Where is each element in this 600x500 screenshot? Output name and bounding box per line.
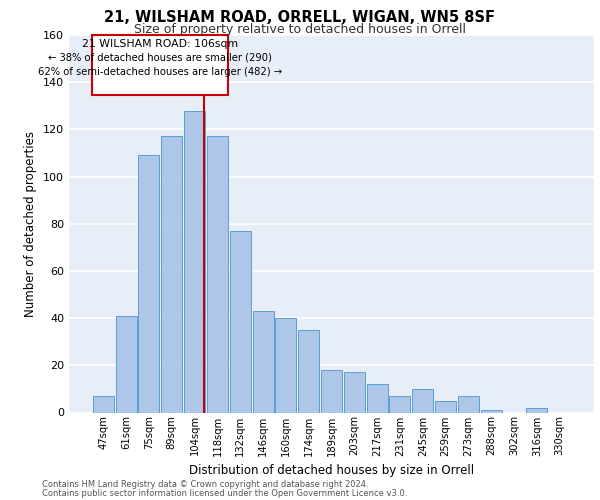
Bar — [298, 330, 319, 412]
Bar — [139, 156, 160, 412]
Text: 21, WILSHAM ROAD, ORRELL, WIGAN, WN5 8SF: 21, WILSHAM ROAD, ORRELL, WIGAN, WN5 8SF — [104, 10, 496, 25]
Text: 21 WILSHAM ROAD: 106sqm: 21 WILSHAM ROAD: 106sqm — [82, 38, 238, 48]
Bar — [389, 396, 410, 412]
Bar — [481, 410, 502, 412]
Bar — [161, 136, 182, 412]
Bar — [93, 396, 114, 412]
Text: Size of property relative to detached houses in Orrell: Size of property relative to detached ho… — [134, 22, 466, 36]
Bar — [344, 372, 365, 412]
Bar — [321, 370, 342, 412]
Bar — [275, 318, 296, 412]
Bar — [184, 110, 205, 412]
Text: Contains public sector information licensed under the Open Government Licence v3: Contains public sector information licen… — [42, 488, 407, 498]
Bar — [92, 35, 229, 95]
Bar — [116, 316, 137, 412]
Text: ← 38% of detached houses are smaller (290): ← 38% of detached houses are smaller (29… — [49, 52, 272, 62]
Y-axis label: Number of detached properties: Number of detached properties — [25, 130, 37, 317]
Bar — [253, 311, 274, 412]
Text: Contains HM Land Registry data © Crown copyright and database right 2024.: Contains HM Land Registry data © Crown c… — [42, 480, 368, 489]
Bar — [458, 396, 479, 412]
X-axis label: Distribution of detached houses by size in Orrell: Distribution of detached houses by size … — [189, 464, 474, 477]
Bar — [207, 136, 228, 412]
Bar — [526, 408, 547, 412]
Bar — [435, 400, 456, 412]
Bar — [230, 231, 251, 412]
Bar — [367, 384, 388, 412]
Text: 62% of semi-detached houses are larger (482) →: 62% of semi-detached houses are larger (… — [38, 67, 283, 77]
Bar — [412, 389, 433, 412]
